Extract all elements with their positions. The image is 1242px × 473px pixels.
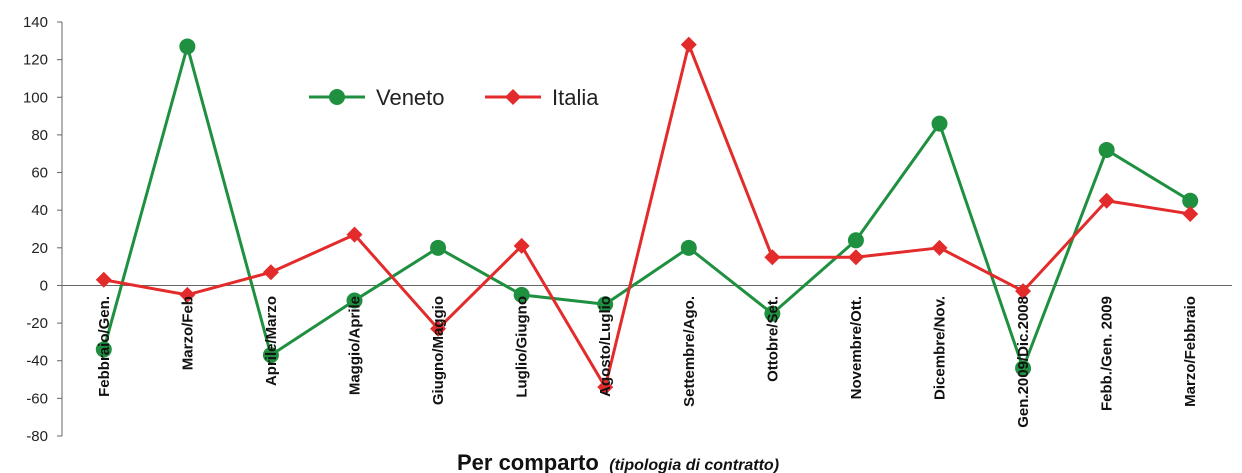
legend-marker: [329, 89, 345, 105]
x-category-label: Novembre/Ott.: [848, 296, 865, 399]
x-category-label: Settembre/Ago.: [681, 296, 698, 407]
data-point-veneto: [597, 296, 614, 313]
data-point-italia: [680, 36, 697, 53]
series-line-veneto: [102, 44, 1191, 370]
series-veneto: [95, 38, 1199, 377]
x-category-label: Gen.2009/Dic.2008: [1015, 296, 1032, 428]
data-point-veneto: [513, 286, 530, 303]
legend-label: Italia: [552, 85, 599, 110]
legend-label: Veneto: [376, 85, 445, 110]
x-axis-title-sub: (tipologia di contratto): [609, 457, 779, 473]
data-point-veneto: [764, 305, 781, 322]
legend: Veneto Italia: [309, 85, 599, 110]
series-layer: [95, 36, 1199, 396]
y-tick-label: -60: [26, 390, 48, 407]
x-category-label: Febb./Gen. 2009: [1099, 296, 1116, 411]
legend-item-italia: Italia: [485, 85, 599, 110]
data-point-veneto: [931, 115, 948, 132]
data-point-veneto: [179, 38, 196, 55]
x-category-label: Dicembre/Nov.: [932, 296, 949, 400]
y-tick-label: -80: [26, 428, 48, 445]
x-category-label: Luglio/Giugno: [514, 296, 531, 398]
data-point-italia: [346, 226, 363, 243]
y-tick-label: 120: [23, 52, 48, 69]
data-point-veneto: [95, 341, 112, 358]
data-point-italia: [847, 249, 864, 266]
data-point-veneto: [1182, 192, 1199, 209]
y-tick-label: 140: [23, 14, 48, 31]
data-point-italia: [764, 249, 781, 266]
x-axis-title: Per comparto (tipologia di contratto): [457, 450, 779, 473]
x-axis-title-main: Per comparto: [457, 450, 599, 473]
data-point-veneto: [1098, 141, 1115, 158]
x-category-label: Ottobre/Set.: [764, 296, 781, 382]
y-tick-label: -20: [26, 315, 48, 332]
series-italia: [95, 36, 1199, 396]
x-category-label: Giugno/Maggio: [430, 296, 447, 405]
data-point-italia: [597, 379, 614, 396]
data-point-italia: [1182, 205, 1199, 222]
series-line-italia: [103, 43, 1191, 389]
y-tick-label: -40: [26, 353, 48, 370]
legend-item-veneto: Veneto: [309, 85, 445, 110]
data-point-italia: [931, 239, 948, 256]
x-category-label: Agosto/Luglio: [597, 296, 614, 397]
legend-marker: [505, 89, 521, 105]
y-tick-label: 80: [31, 127, 48, 144]
category-labels: Febbraio/Gen. Marzo/Feb Aprile/Marzo Maggio…: [96, 296, 1199, 428]
y-tick-label: 0: [40, 277, 48, 294]
data-point-veneto: [680, 239, 697, 256]
data-point-veneto: [262, 347, 279, 364]
y-tick-label: 60: [31, 165, 48, 182]
y-tick-label: 20: [31, 240, 48, 257]
data-point-italia: [430, 320, 447, 337]
x-category-label: Marzo/Feb: [179, 296, 196, 370]
axes: -80 -60 -40 -20 0 20 40 60 80 100 120 140: [23, 14, 1232, 445]
y-tick-label: 40: [31, 202, 48, 219]
data-point-veneto: [847, 232, 864, 249]
x-category-label: Marzo/Febbraio: [1182, 296, 1199, 407]
data-point-italia: [262, 264, 279, 281]
data-point-veneto: [346, 292, 363, 309]
data-point-veneto: [1015, 360, 1032, 377]
data-point-italia: [1015, 283, 1032, 300]
data-point-italia: [513, 237, 530, 254]
data-point-italia: [1098, 192, 1115, 209]
x-category-label: Febbraio/Gen.: [96, 296, 113, 397]
data-point-italia: [179, 286, 196, 303]
y-tick-label: 100: [23, 89, 48, 106]
data-point-veneto: [430, 239, 447, 256]
x-category-label: Aprile/Marzo: [263, 296, 280, 386]
x-category-label: Maggio/Aprile: [347, 296, 364, 395]
data-point-italia: [95, 271, 112, 288]
